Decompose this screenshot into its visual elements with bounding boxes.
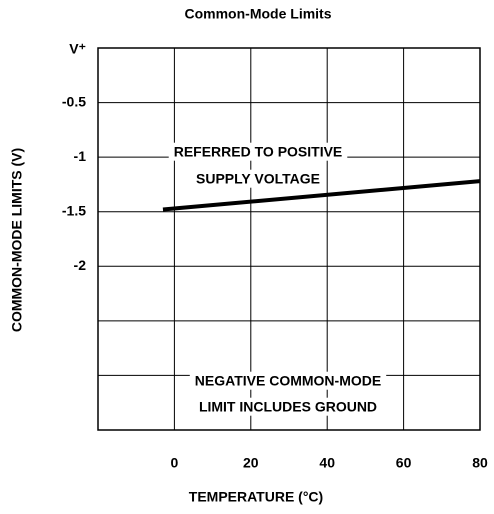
y-tick-label: V⁺ bbox=[69, 41, 86, 57]
x-tick-label: 0 bbox=[171, 455, 179, 471]
annotation-bg bbox=[191, 169, 325, 188]
annotation: REFERRED TO POSITIVE bbox=[174, 144, 343, 160]
annotation-bg bbox=[193, 397, 383, 416]
y-tick-label: -1.5 bbox=[62, 202, 86, 218]
y-tick-label: -1 bbox=[74, 148, 87, 164]
x-axis-label: TEMPERATURE (°C) bbox=[189, 489, 323, 505]
x-tick-label: 60 bbox=[396, 455, 412, 471]
data-line bbox=[162, 179, 481, 212]
annotation: SUPPLY VOLTAGE bbox=[196, 171, 320, 187]
y-tick-label: -0.5 bbox=[62, 93, 86, 109]
chart-title: Common-Mode Limits bbox=[185, 6, 332, 22]
x-tick-label: 40 bbox=[319, 455, 335, 471]
y-axis-label: COMMON-MODE LIMITS (V) bbox=[9, 148, 25, 332]
x-tick-label: 20 bbox=[243, 455, 259, 471]
annotation-bg bbox=[189, 371, 387, 390]
annotation-bg bbox=[168, 142, 348, 161]
annotation: NEGATIVE COMMON-MODE bbox=[195, 373, 381, 389]
annotation: LIMIT INCLUDES GROUND bbox=[199, 399, 377, 415]
y-tick-label: -2 bbox=[74, 257, 87, 273]
plot-frame bbox=[97, 47, 481, 431]
x-tick-label: 80 bbox=[472, 455, 488, 471]
